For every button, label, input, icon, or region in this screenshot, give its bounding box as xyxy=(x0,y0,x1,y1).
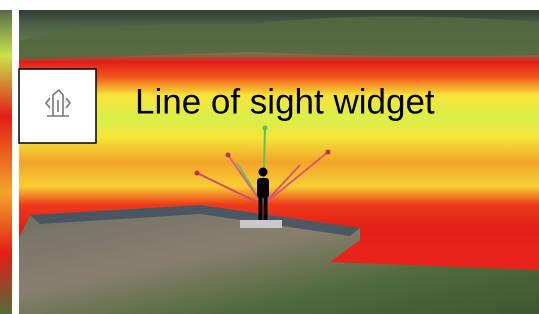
widget-icon xyxy=(19,69,96,143)
widget-preview: Line of sight widget xyxy=(0,0,539,314)
scene xyxy=(19,10,539,314)
neighbour-thumbnail xyxy=(0,10,12,314)
page: {"widget": {"label": "Line of sight widg… xyxy=(0,0,539,314)
widget-label: Line of sight widget xyxy=(135,82,435,121)
